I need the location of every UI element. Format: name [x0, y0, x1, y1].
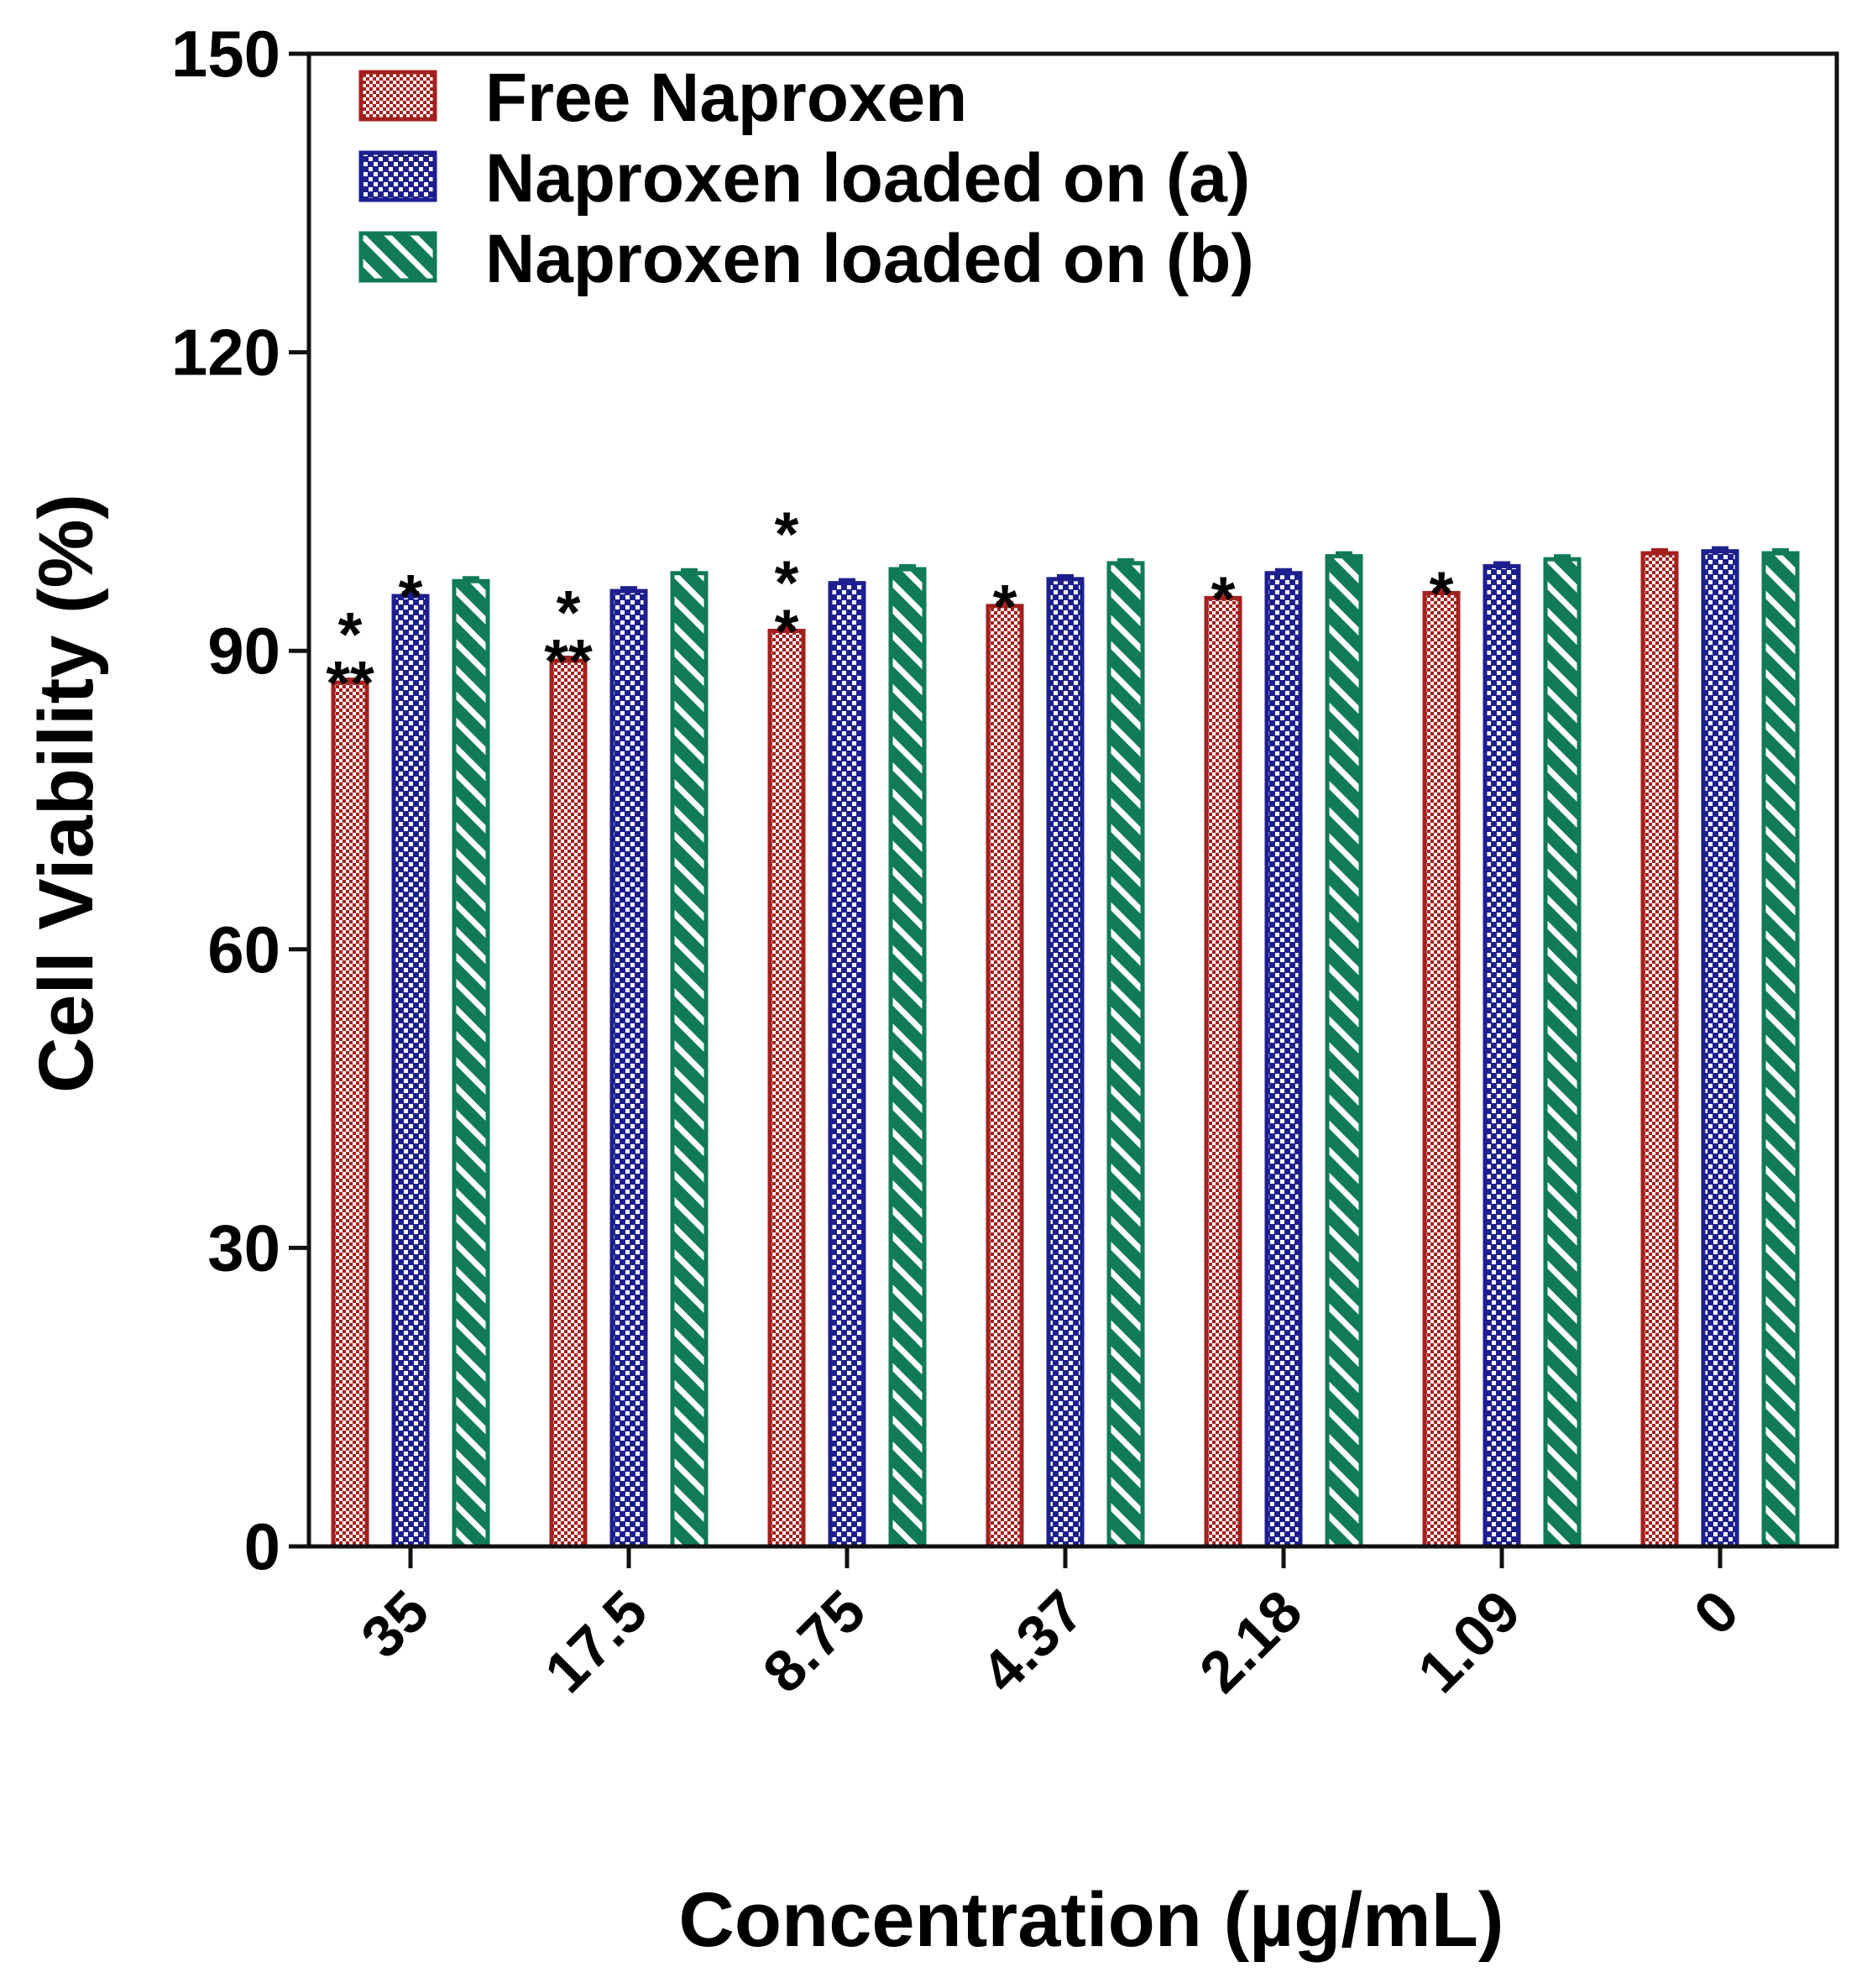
bar-dots-1.09: [1483, 563, 1521, 1549]
legend-swatch-stripes: [358, 231, 437, 283]
legend-label: Free Naproxen: [485, 60, 967, 136]
y-tick-label: 0: [244, 1509, 280, 1583]
bar-stripes-35: [452, 578, 490, 1549]
bar-checker-8.75: [767, 628, 806, 1549]
y-tick-label: 150: [171, 17, 280, 91]
y-tick-label: 90: [207, 614, 280, 688]
bar-checker-2.18: [1204, 595, 1242, 1549]
y-tick-label: 120: [171, 316, 280, 390]
bars: [331, 546, 1800, 1549]
significance-line: *: [775, 547, 799, 617]
significance-line: **: [544, 626, 593, 696]
significance-line: *: [1211, 563, 1236, 633]
bar-stripes-4.37: [1106, 561, 1145, 1549]
significance-line: *: [775, 499, 799, 568]
x-axis-title: Concentration (µg/mL): [678, 1877, 1504, 1963]
x-tick-label: 0: [1681, 1577, 1751, 1647]
bar-checker-4.37: [986, 604, 1024, 1549]
bar-dots-0: [1701, 549, 1739, 1549]
legend-label: Naproxen loaded on (b): [485, 221, 1254, 297]
legend-swatch-checker: [358, 70, 437, 122]
significance-line: *: [399, 562, 423, 631]
bar-checker-1.09: [1422, 590, 1461, 1549]
bar-dots-8.75: [828, 581, 866, 1549]
significance-line: *: [1430, 558, 1454, 628]
bar-dots-4.37: [1046, 577, 1085, 1549]
legend-swatch-dots: [358, 150, 437, 202]
significance-marker: *: [399, 562, 423, 631]
significance-line: *: [338, 599, 363, 669]
significance-marker: ***: [775, 499, 799, 666]
x-tick-label: 4.37: [969, 1577, 1096, 1704]
bar-checker-0: [1640, 551, 1679, 1549]
bar-stripes-1.09: [1543, 557, 1582, 1549]
significance-marker: ***: [544, 578, 593, 696]
bar-checker-35: [331, 680, 369, 1549]
significance-marker: *: [993, 572, 1017, 641]
x-tick-label: 35: [348, 1577, 441, 1670]
bar-stripes-2.18: [1325, 554, 1363, 1549]
plot-frame: [306, 51, 1839, 1549]
significance-marker: *: [1430, 558, 1454, 628]
y-tick-label: 60: [207, 913, 280, 986]
bar-dots-17.5: [609, 589, 648, 1549]
significance-marker: ***: [326, 599, 374, 718]
x-tick-label: 2.18: [1187, 1577, 1314, 1704]
x-tick-label: 17.5: [532, 1577, 659, 1704]
significance-line: **: [326, 648, 374, 718]
significance-markers: * *** * *** * * * * *: [326, 499, 1453, 718]
bar-checker-17.5: [549, 658, 588, 1549]
y-axis-title: Cell Viability (%): [24, 494, 109, 1093]
bar-stripes-0: [1761, 551, 1800, 1549]
significance-line: *: [993, 572, 1017, 641]
x-tick-label: 8.75: [750, 1577, 877, 1704]
x-tick-label: 1.09: [1405, 1577, 1532, 1704]
legend-label: Naproxen loaded on (a): [485, 140, 1250, 217]
significance-line: *: [775, 596, 799, 666]
significance-line: *: [557, 578, 581, 647]
bar-dots-35: [391, 594, 430, 1549]
y-tick-label: 30: [207, 1211, 280, 1284]
bar-dots-2.18: [1264, 571, 1303, 1549]
bar-stripes-8.75: [888, 567, 927, 1549]
significance-marker: *: [1211, 563, 1236, 633]
bar-stripes-17.5: [670, 571, 709, 1549]
